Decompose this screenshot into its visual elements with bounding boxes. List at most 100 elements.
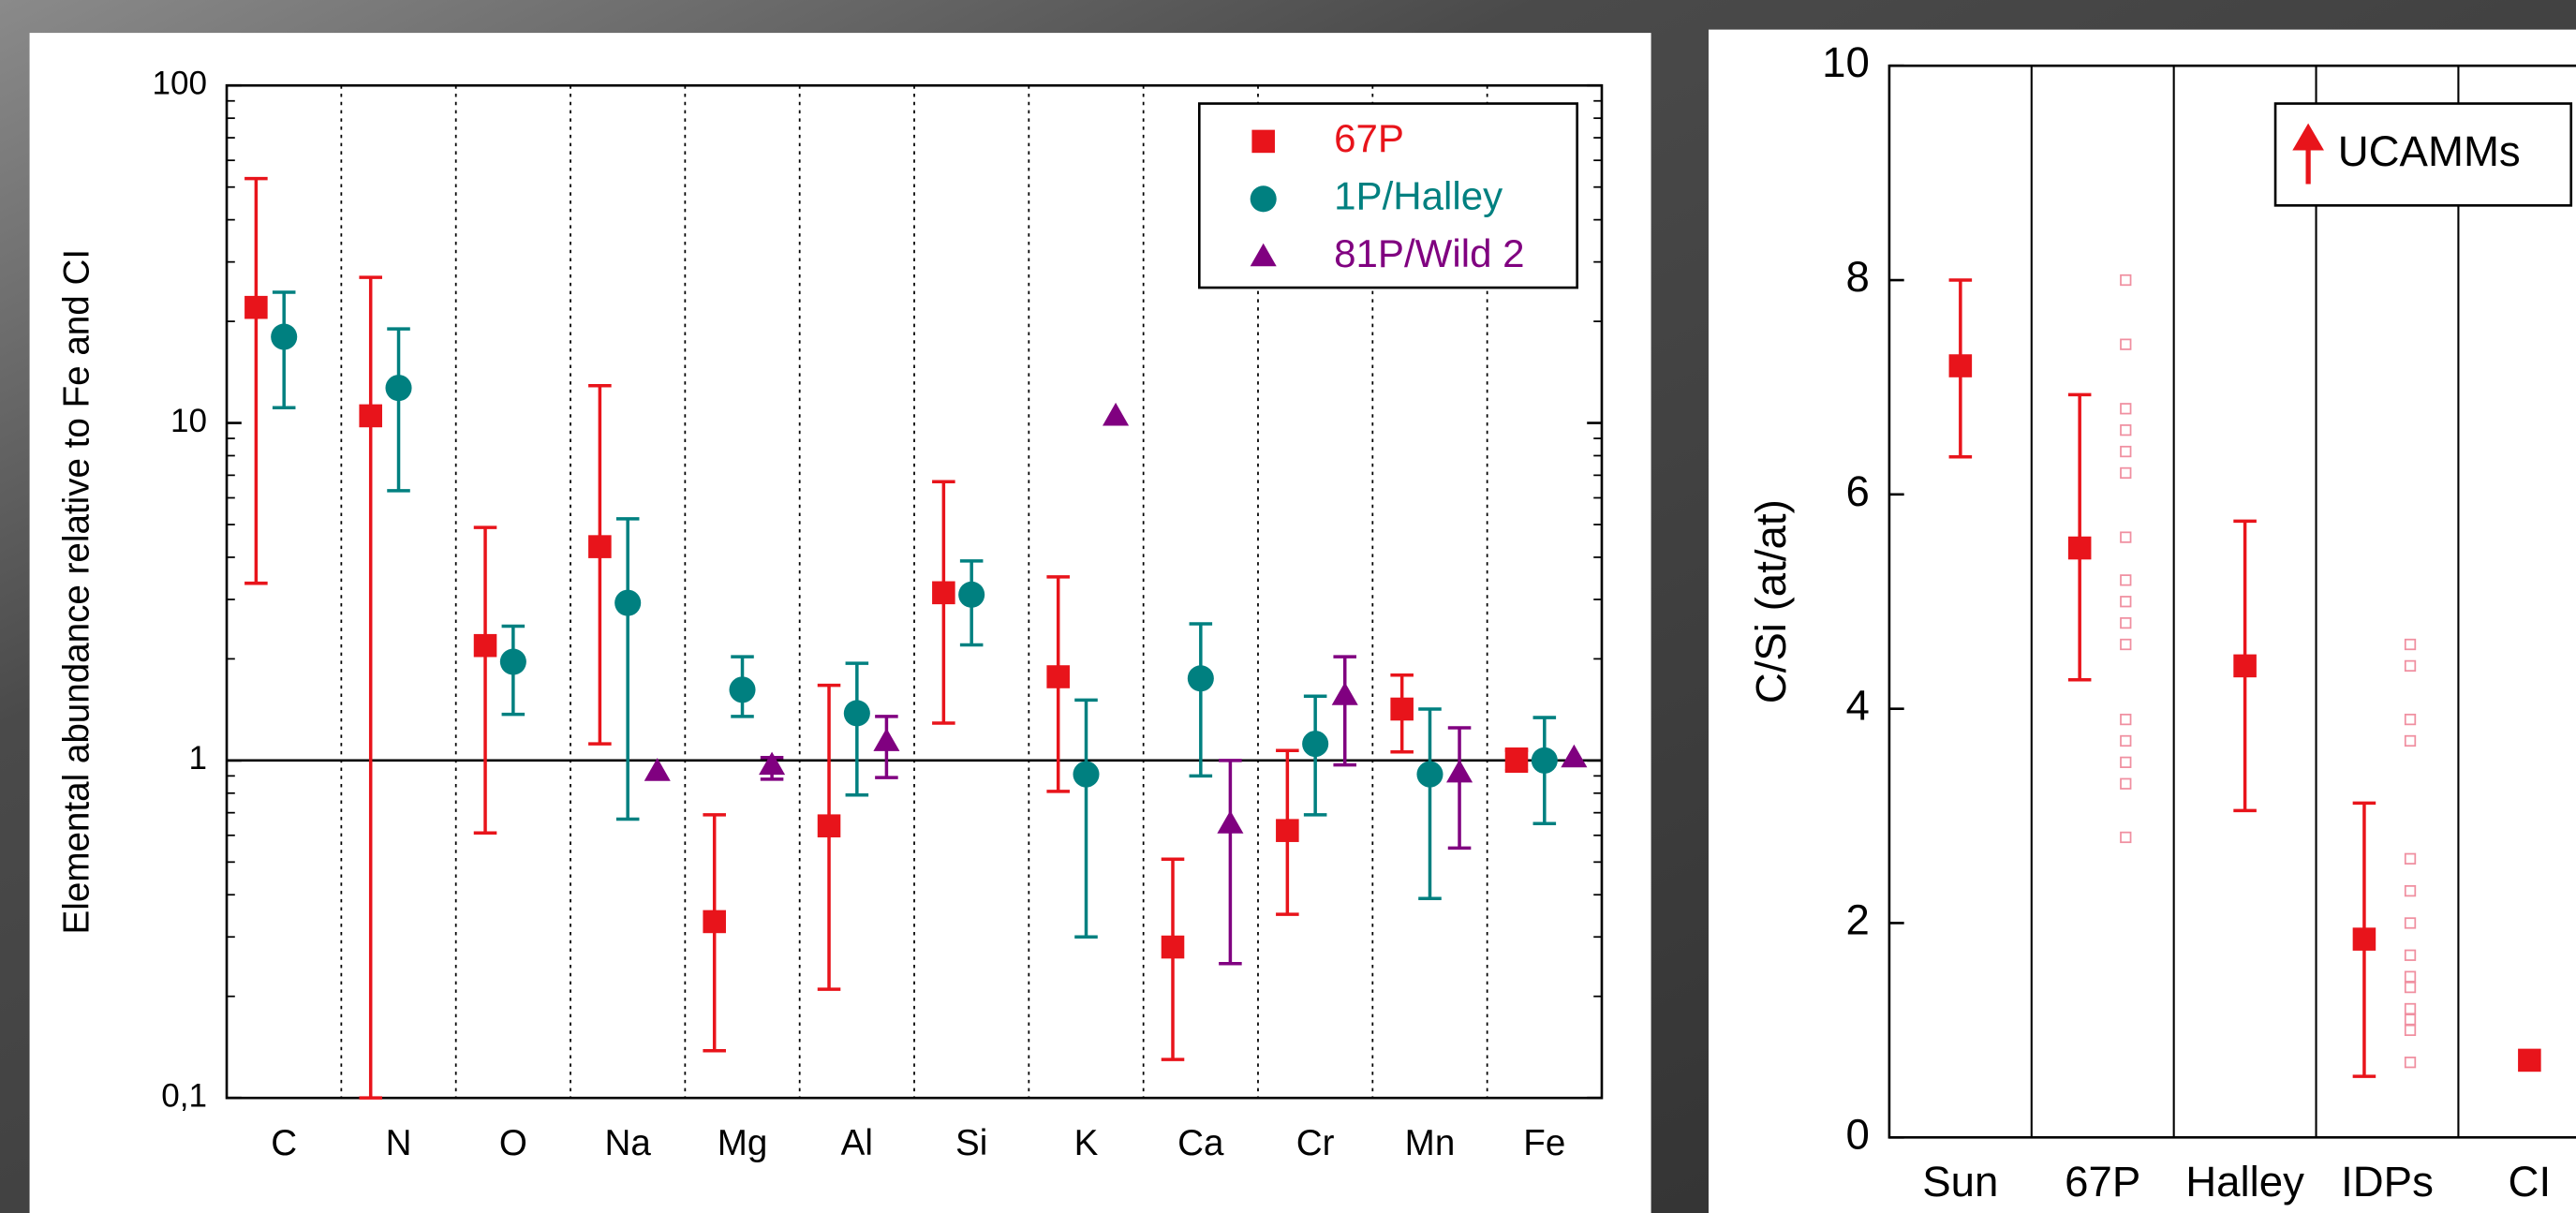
marker (2067, 536, 2092, 560)
marker (958, 581, 985, 608)
marker (703, 910, 726, 934)
marker (2404, 852, 2417, 865)
marker (1073, 761, 1100, 788)
marker (2120, 574, 2132, 586)
marker (759, 751, 786, 776)
annotation-label: UCAMMs (2338, 127, 2521, 175)
marker (1390, 697, 1414, 721)
marker (473, 633, 497, 658)
marker (817, 814, 841, 837)
x-tick-label: Mn (1405, 1123, 1456, 1163)
y-tick-label: 10 (1822, 38, 1870, 86)
annotation-arrow (2292, 123, 2324, 185)
marker (2404, 659, 2417, 673)
marker (1504, 747, 1529, 771)
marker (1103, 402, 1130, 426)
marker (2120, 466, 2132, 480)
x-tick-label: Na (605, 1123, 652, 1163)
marker (2404, 970, 2417, 983)
marker (2120, 756, 2132, 768)
marker (359, 404, 382, 428)
marker (1187, 665, 1214, 692)
y-tick-label: 8 (1845, 253, 1869, 301)
marker (499, 648, 526, 675)
x-tick-label: Mg (718, 1123, 768, 1163)
x-tick-label: Fe (1523, 1123, 1565, 1163)
marker (2404, 884, 2417, 897)
x-tick-label: O (499, 1123, 527, 1163)
y-tick-label: 2 (1845, 896, 1869, 944)
marker (2518, 1048, 2541, 1072)
y-tick-label: 10 (170, 403, 207, 439)
x-tick-label: Al (841, 1123, 873, 1163)
annotation-box (2273, 102, 2573, 207)
marker (2120, 531, 2132, 543)
legend-label: 67P (1334, 116, 1404, 160)
marker (2404, 734, 2417, 747)
x-tick-label: Sun (1922, 1158, 1998, 1206)
marker (2120, 424, 2132, 436)
marker (1416, 761, 1443, 788)
x-tick-label: N (386, 1123, 412, 1163)
marker (2120, 274, 2132, 287)
x-tick-label: Ca (1177, 1123, 1224, 1163)
marker (1217, 810, 1244, 834)
x-tick-label: CI (2509, 1158, 2552, 1206)
marker (2233, 654, 2257, 678)
marker (1250, 185, 1277, 213)
x-tick-label: K (1074, 1123, 1099, 1163)
marker (2120, 638, 2132, 651)
marker (1046, 665, 1070, 688)
marker (2404, 638, 2417, 651)
marker (2120, 616, 2132, 629)
marker (2404, 1057, 2417, 1069)
x-tick-label: 67P (2065, 1158, 2140, 1206)
marker (271, 323, 298, 350)
marker (729, 676, 756, 703)
marker (2404, 1013, 2417, 1026)
marker (2404, 713, 2417, 726)
marker (1276, 819, 1299, 842)
x-tick-label: Si (955, 1123, 987, 1163)
marker (2404, 917, 2417, 929)
marker (2120, 831, 2132, 844)
marker (1331, 682, 1358, 705)
y-axis-label: C/Si (at/at) (1747, 499, 1795, 703)
marker (2120, 403, 2132, 415)
marker (1446, 759, 1473, 783)
y-tick-label: 6 (1845, 467, 1869, 515)
marker (644, 758, 671, 781)
y-tick-label: 0 (1845, 1110, 1869, 1158)
marker (2404, 981, 2417, 994)
marker (932, 581, 955, 605)
marker (1251, 129, 1275, 154)
marker (385, 375, 412, 402)
marker (2120, 777, 2132, 790)
y-tick-label: 0,1 (161, 1077, 207, 1114)
marker (1250, 243, 1277, 267)
marker (2404, 1024, 2417, 1037)
y-tick-label: 1 (188, 740, 207, 777)
marker (2404, 1002, 2417, 1015)
y-axis-label: Elemental abundance relative to Fe and C… (56, 249, 96, 934)
marker (2120, 445, 2132, 458)
marker (2120, 734, 2132, 747)
marker (1531, 747, 1558, 774)
x-tick-label: Halley (2185, 1158, 2304, 1206)
marker (2404, 949, 2417, 961)
marker (873, 728, 900, 751)
y-tick-label: 100 (152, 66, 207, 102)
legend-label: 81P/Wild 2 (1334, 231, 1524, 275)
marker (614, 589, 642, 616)
x-tick-label: IDPs (2341, 1158, 2434, 1206)
marker (2120, 338, 2132, 350)
marker (588, 535, 612, 558)
marker (244, 295, 268, 319)
plot-frame (1888, 64, 2576, 1139)
x-tick-label: C (271, 1123, 297, 1163)
marker (843, 700, 870, 727)
marker (1161, 935, 1185, 959)
plot-frame (225, 83, 1604, 1100)
